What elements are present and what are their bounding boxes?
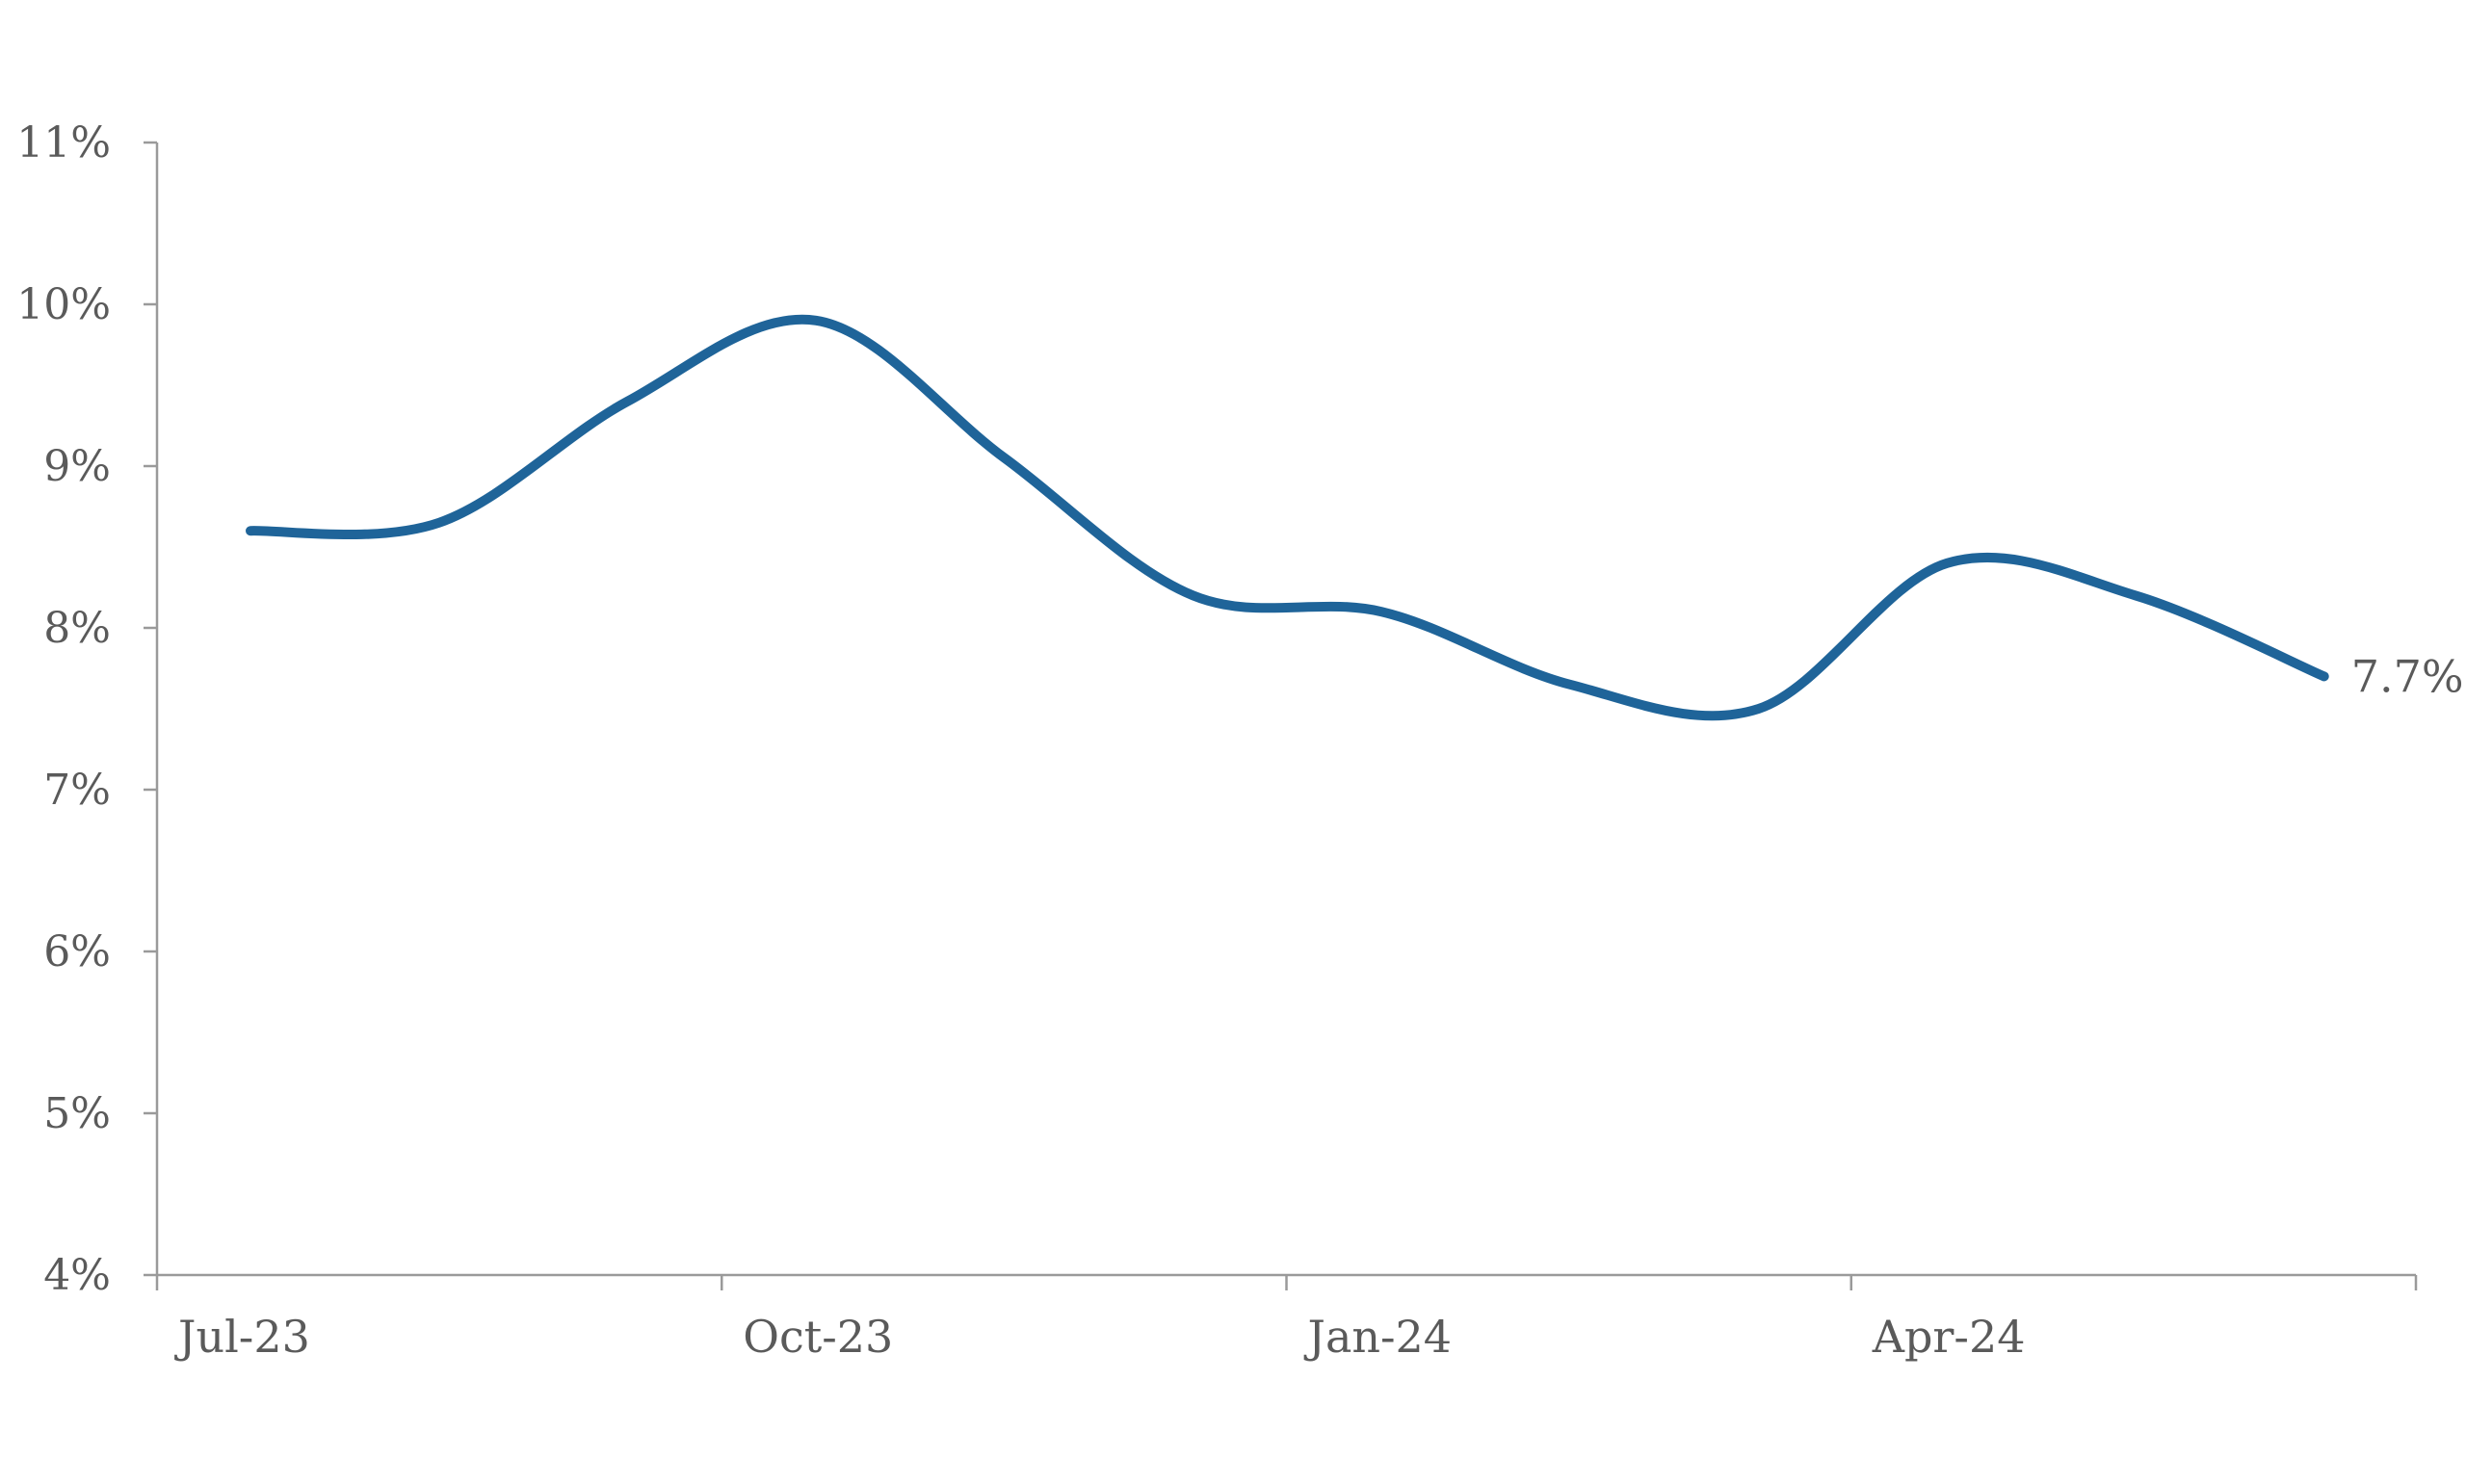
- end-value-label: 7.7%: [2351, 650, 2464, 702]
- y-tick-label: 8%: [43, 604, 111, 653]
- y-tick-label: 6%: [43, 927, 111, 976]
- x-tick-label: Apr-24: [1872, 1311, 2026, 1363]
- y-tick-label: 7%: [43, 766, 111, 815]
- y-tick-label: 9%: [43, 442, 111, 491]
- x-tick-label: Jul-23: [174, 1311, 310, 1363]
- x-tick-label: Oct-23: [743, 1311, 893, 1363]
- y-axis: 4% 5% 6% 7% 8% 9% 10% 11%: [16, 118, 159, 1300]
- x-tick-label: Jan-24: [1304, 1311, 1453, 1363]
- y-tick-label: 11%: [16, 118, 111, 168]
- y-tick-label: 10%: [16, 280, 111, 329]
- y-tick-label: 5%: [43, 1089, 111, 1138]
- series-line-0: [246, 314, 2329, 721]
- x-axis: Jul-23 Oct-23 Jan-24 Apr-24: [155, 1273, 2418, 1363]
- y-tick-label: 4%: [43, 1251, 111, 1300]
- series-group: [246, 314, 2329, 721]
